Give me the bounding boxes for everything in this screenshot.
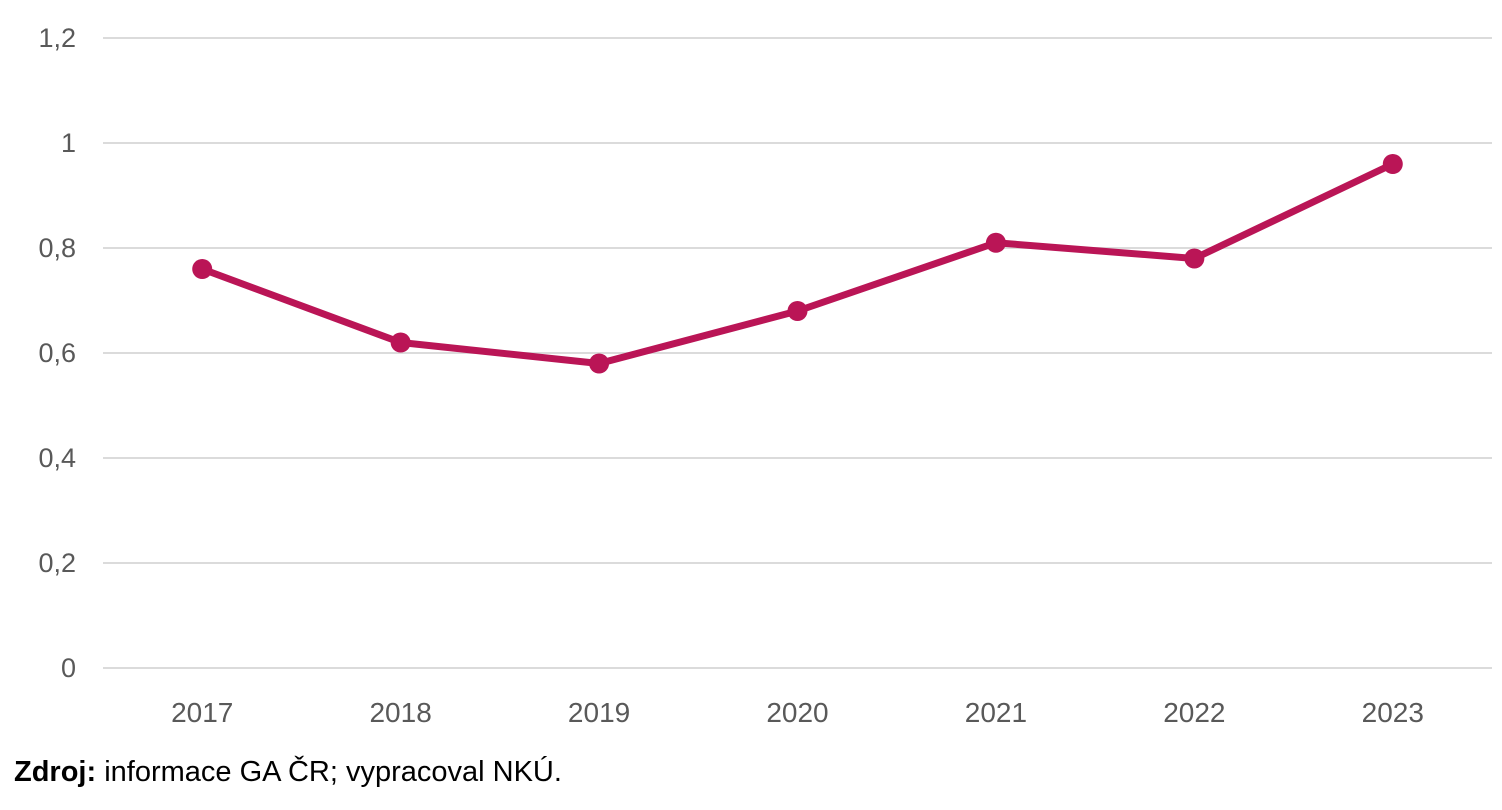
y-tick-label: 0 (61, 653, 76, 683)
data-point (787, 301, 808, 321)
source-note-text: informace GA ČR; vypracoval NKÚ. (96, 756, 562, 788)
x-tick-label: 2023 (1362, 697, 1424, 728)
data-point (589, 353, 610, 374)
y-tick-label: 0,2 (38, 548, 76, 578)
source-note-label: Zdroj: (14, 756, 97, 788)
x-tick-label: 2022 (1163, 697, 1225, 728)
y-tick-label: 1,2 (38, 23, 76, 53)
y-tick-label: 0,4 (38, 443, 76, 473)
data-point (1382, 154, 1403, 174)
data-point (1184, 248, 1205, 269)
y-tick-label: 1 (61, 128, 76, 158)
x-tick-label: 2019 (568, 697, 630, 728)
y-tick-label: 0,6 (38, 338, 76, 368)
x-tick-label: 2020 (766, 697, 828, 728)
y-tick-label: 0,8 (38, 233, 76, 263)
x-tick-label: 2018 (369, 697, 431, 728)
data-point (985, 232, 1006, 253)
data-line (198, 160, 1397, 367)
x-tick-label: 2017 (171, 697, 233, 728)
x-tick-label: 2021 (965, 697, 1027, 728)
source-note: Zdroj: informace GA ČR; vypracoval NKÚ. (14, 756, 562, 789)
data-point (192, 259, 213, 279)
data-point (390, 332, 411, 353)
